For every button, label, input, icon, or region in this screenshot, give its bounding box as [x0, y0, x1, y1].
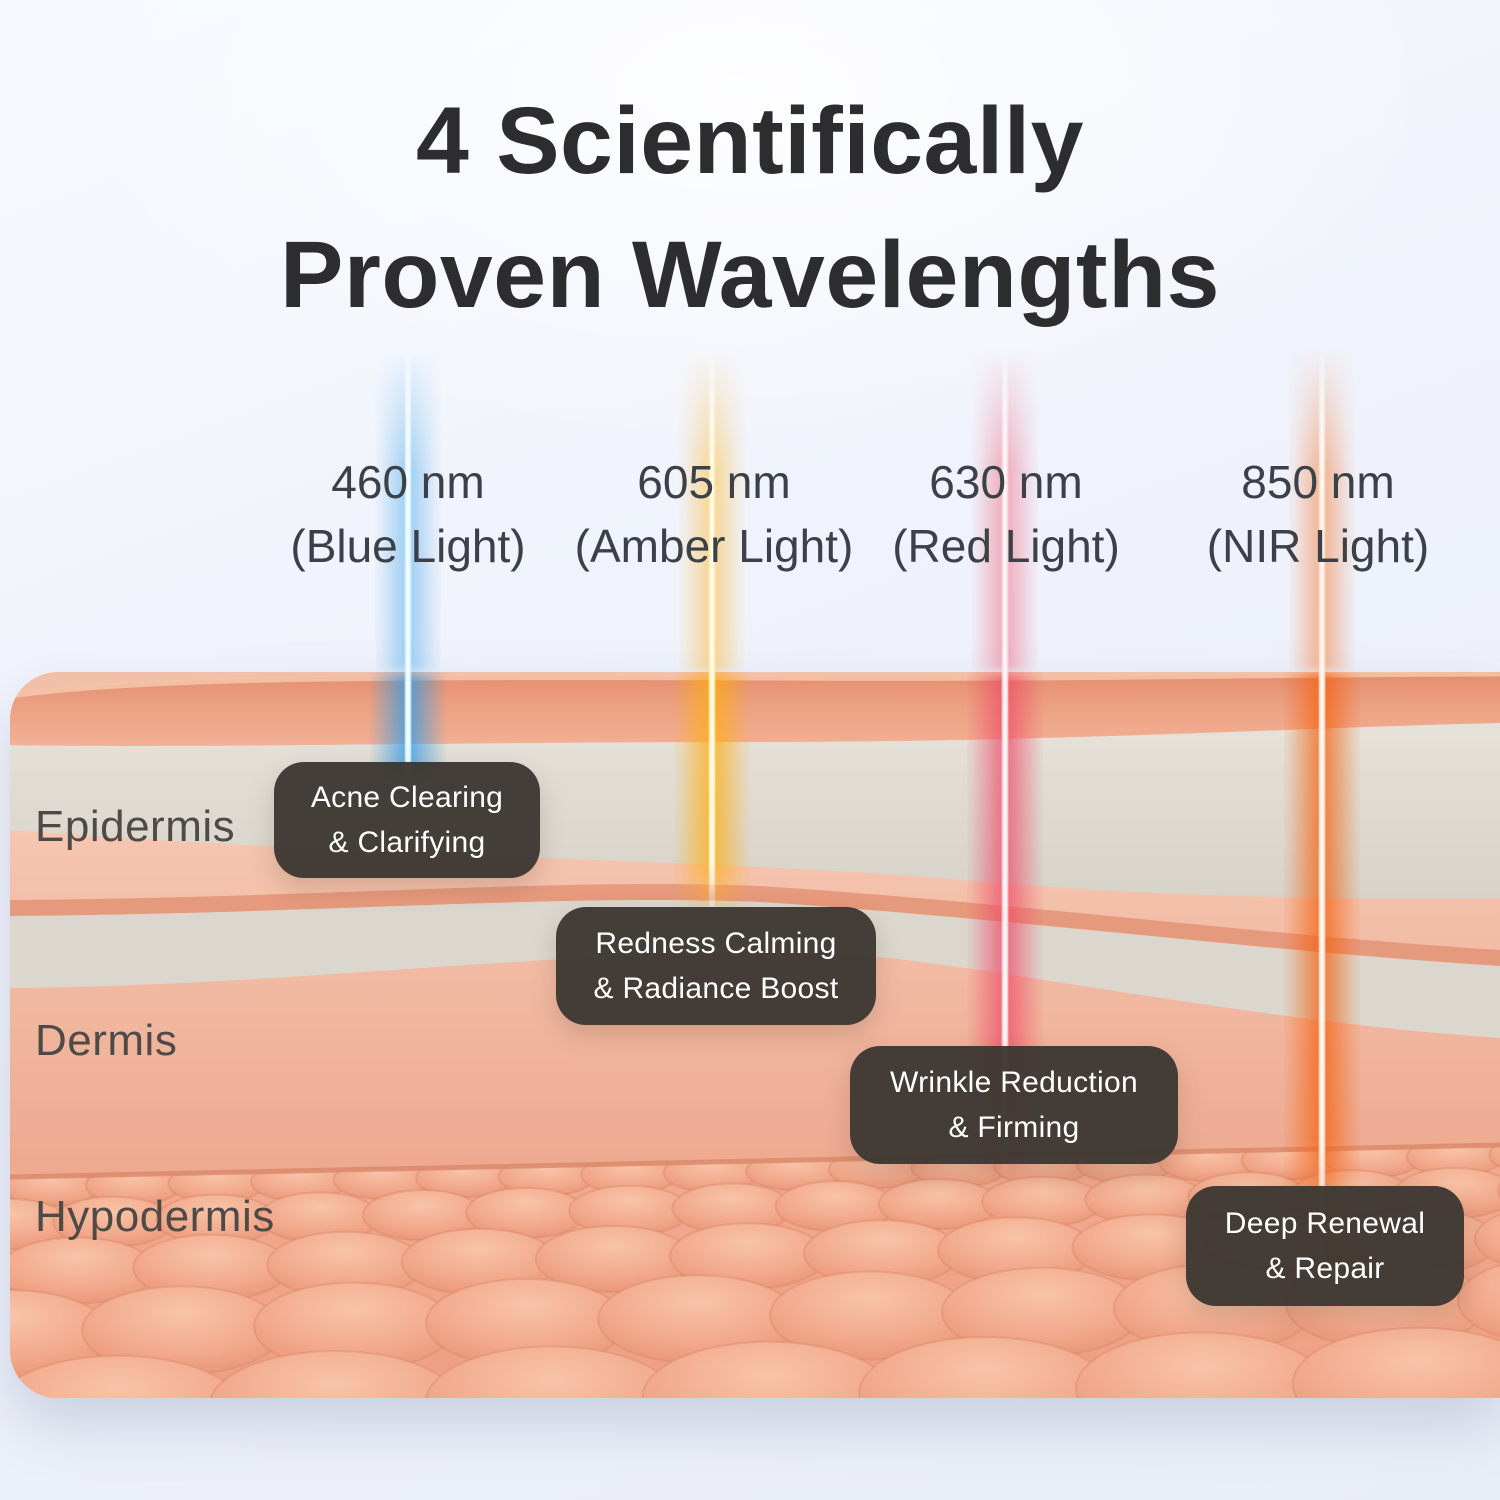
benefit-line-2: & Firming	[948, 1111, 1080, 1144]
layer-label-hypodermis: Hypodermis	[35, 1192, 275, 1241]
benefit-line-1: Acne Clearing	[310, 781, 504, 814]
benefit-line-2: & Clarifying	[328, 826, 486, 859]
wavelength-label-605nm: 605 nm (Amber Light)	[575, 450, 854, 578]
title-line-2: Proven Wavelengths	[280, 222, 1220, 328]
wavelength-nm: 605 nm	[637, 456, 791, 508]
title-line-1: 4 Scientifically	[415, 88, 1085, 194]
layer-label-dermis: Dermis	[35, 1016, 178, 1065]
benefit-line-2: & Radiance Boost	[593, 972, 839, 1005]
wavelength-label-630nm: 630 nm (Red Light)	[892, 450, 1120, 578]
lower-cream-band	[10, 900, 1500, 1038]
layer-label-epidermis: Epidermis	[35, 802, 236, 851]
benefit-line-1: Wrinkle Reduction	[890, 1066, 1138, 1099]
wavelength-light-name: (NIR Light)	[1206, 520, 1430, 572]
benefit-badge-amber-light: Redness Calming & Radiance Boost	[556, 907, 876, 1025]
hypodermis-boundary-line	[10, 1142, 1500, 1180]
benefit-badge-blue-light: Acne Clearing & Clarifying	[274, 762, 540, 878]
benefit-line-1: Deep Renewal	[1224, 1207, 1426, 1240]
wavelength-label-460nm: 460 nm (Blue Light)	[290, 450, 525, 578]
wavelength-light-name: (Amber Light)	[574, 520, 854, 572]
dermal-junction-line	[10, 884, 1500, 966]
wavelength-nm: 630 nm	[929, 456, 1083, 508]
wavelength-nm: 850 nm	[1241, 456, 1395, 508]
wavelength-light-name: (Red Light)	[892, 520, 1120, 572]
benefit-badge-red-light: Wrinkle Reduction & Firming	[850, 1046, 1178, 1164]
wavelength-label-850nm: 850 nm (NIR Light)	[1207, 450, 1429, 578]
wavelength-light-name: (Blue Light)	[290, 520, 526, 572]
page-title: 4 Scientifically Proven Wavelengths	[0, 74, 1500, 342]
benefit-line-2: & Repair	[1265, 1252, 1385, 1285]
benefit-line-1: Redness Calming	[595, 927, 837, 960]
benefit-badge-nir-light: Deep Renewal & Repair	[1186, 1186, 1464, 1306]
wavelength-nm: 460 nm	[331, 456, 485, 508]
